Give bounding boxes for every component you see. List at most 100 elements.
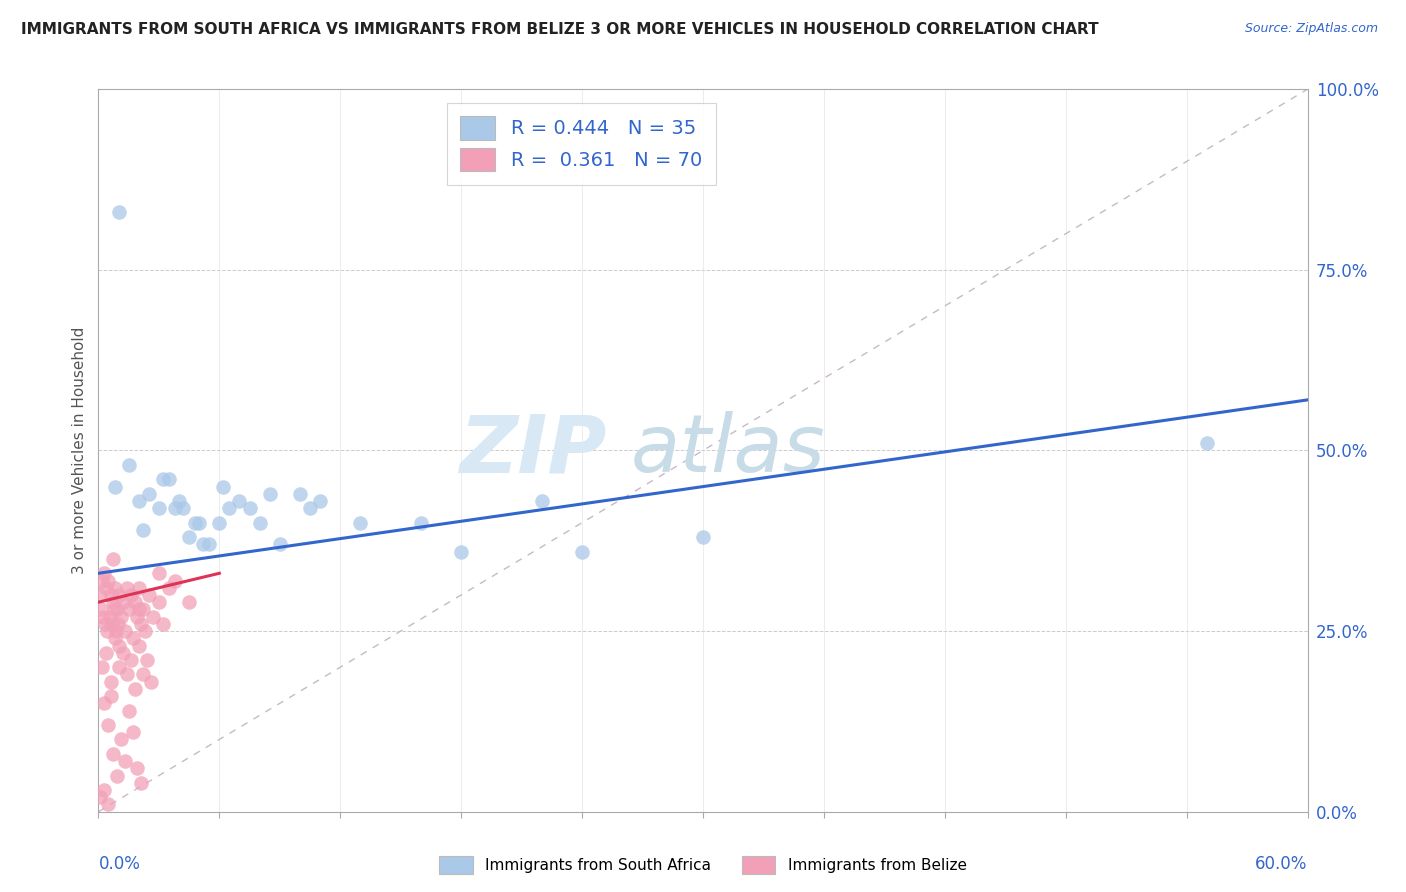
Text: Source: ZipAtlas.com: Source: ZipAtlas.com — [1244, 22, 1378, 36]
Point — [101, 595, 124, 609]
Point — [163, 501, 186, 516]
Point — [139, 674, 162, 689]
Text: 60.0%: 60.0% — [1256, 855, 1308, 873]
Text: 0.0%: 0.0% — [98, 855, 141, 873]
Point — [91, 660, 114, 674]
Point — [100, 588, 122, 602]
Point — [212, 480, 235, 494]
Point — [129, 616, 152, 631]
Point — [148, 501, 170, 516]
Point — [218, 501, 240, 516]
Point — [193, 537, 215, 551]
Point — [97, 574, 120, 588]
Point — [97, 797, 120, 812]
Point — [152, 472, 174, 486]
Point — [172, 501, 194, 516]
Point — [101, 747, 124, 761]
Point — [132, 602, 155, 616]
Point — [228, 494, 250, 508]
Point — [118, 458, 141, 472]
Point — [120, 588, 142, 602]
Point — [692, 530, 714, 544]
Legend: R = 0.444   N = 35, R =  0.361   N = 70: R = 0.444 N = 35, R = 0.361 N = 70 — [447, 103, 716, 185]
Point — [103, 480, 125, 494]
Point — [208, 516, 231, 530]
Y-axis label: 3 or more Vehicles in Household: 3 or more Vehicles in Household — [72, 326, 87, 574]
Point — [107, 660, 129, 674]
Point — [107, 616, 129, 631]
Point — [110, 609, 132, 624]
Point — [134, 624, 156, 639]
Point — [129, 776, 152, 790]
Point — [157, 581, 180, 595]
Point — [98, 609, 121, 624]
Point — [111, 646, 134, 660]
Point — [118, 602, 141, 616]
Point — [103, 602, 125, 616]
Point — [107, 639, 129, 653]
Point — [128, 602, 150, 616]
Point — [124, 681, 146, 696]
Point — [121, 725, 143, 739]
Point — [110, 732, 132, 747]
Point — [100, 616, 122, 631]
Point — [299, 501, 322, 516]
Point — [125, 609, 148, 624]
Point — [132, 667, 155, 681]
Point — [157, 472, 180, 486]
Point — [138, 487, 160, 501]
Point — [90, 602, 112, 616]
Point — [167, 494, 190, 508]
Point — [259, 487, 281, 501]
Text: ZIP: ZIP — [458, 411, 606, 490]
Point — [309, 494, 332, 508]
Point — [148, 566, 170, 581]
Point — [269, 537, 291, 551]
Point — [93, 696, 115, 710]
Point — [128, 639, 150, 653]
Point — [107, 205, 129, 219]
Point — [100, 674, 122, 689]
Point — [96, 646, 118, 660]
Point — [103, 581, 125, 595]
Point — [163, 574, 186, 588]
Point — [93, 609, 115, 624]
Point — [94, 616, 117, 631]
Point — [107, 588, 129, 602]
Text: IMMIGRANTS FROM SOUTH AFRICA VS IMMIGRANTS FROM BELIZE 3 OR MORE VEHICLES IN HOU: IMMIGRANTS FROM SOUTH AFRICA VS IMMIGRAN… — [21, 22, 1098, 37]
Point — [111, 595, 134, 609]
Point — [450, 544, 472, 558]
Point — [184, 516, 207, 530]
Point — [118, 704, 141, 718]
Point — [105, 769, 128, 783]
Point — [198, 537, 221, 551]
Point — [103, 632, 125, 646]
Point — [100, 689, 122, 703]
Point — [101, 551, 124, 566]
Point — [125, 761, 148, 775]
Point — [138, 588, 160, 602]
Point — [93, 566, 115, 581]
Text: atlas: atlas — [630, 411, 825, 490]
Point — [288, 487, 311, 501]
Point — [179, 530, 201, 544]
Point — [115, 581, 138, 595]
Point — [104, 624, 127, 639]
Point — [105, 602, 128, 616]
Point — [152, 616, 174, 631]
Point — [120, 653, 142, 667]
Point — [409, 516, 432, 530]
Point — [249, 516, 271, 530]
Point — [571, 544, 593, 558]
Point — [128, 494, 150, 508]
Point — [179, 595, 201, 609]
Point — [128, 581, 150, 595]
Point — [93, 783, 115, 797]
Legend: Immigrants from South Africa, Immigrants from Belize: Immigrants from South Africa, Immigrants… — [433, 850, 973, 880]
Point — [1195, 436, 1218, 450]
Point — [142, 609, 165, 624]
Point — [121, 632, 143, 646]
Point — [89, 790, 111, 805]
Point — [96, 581, 118, 595]
Point — [124, 595, 146, 609]
